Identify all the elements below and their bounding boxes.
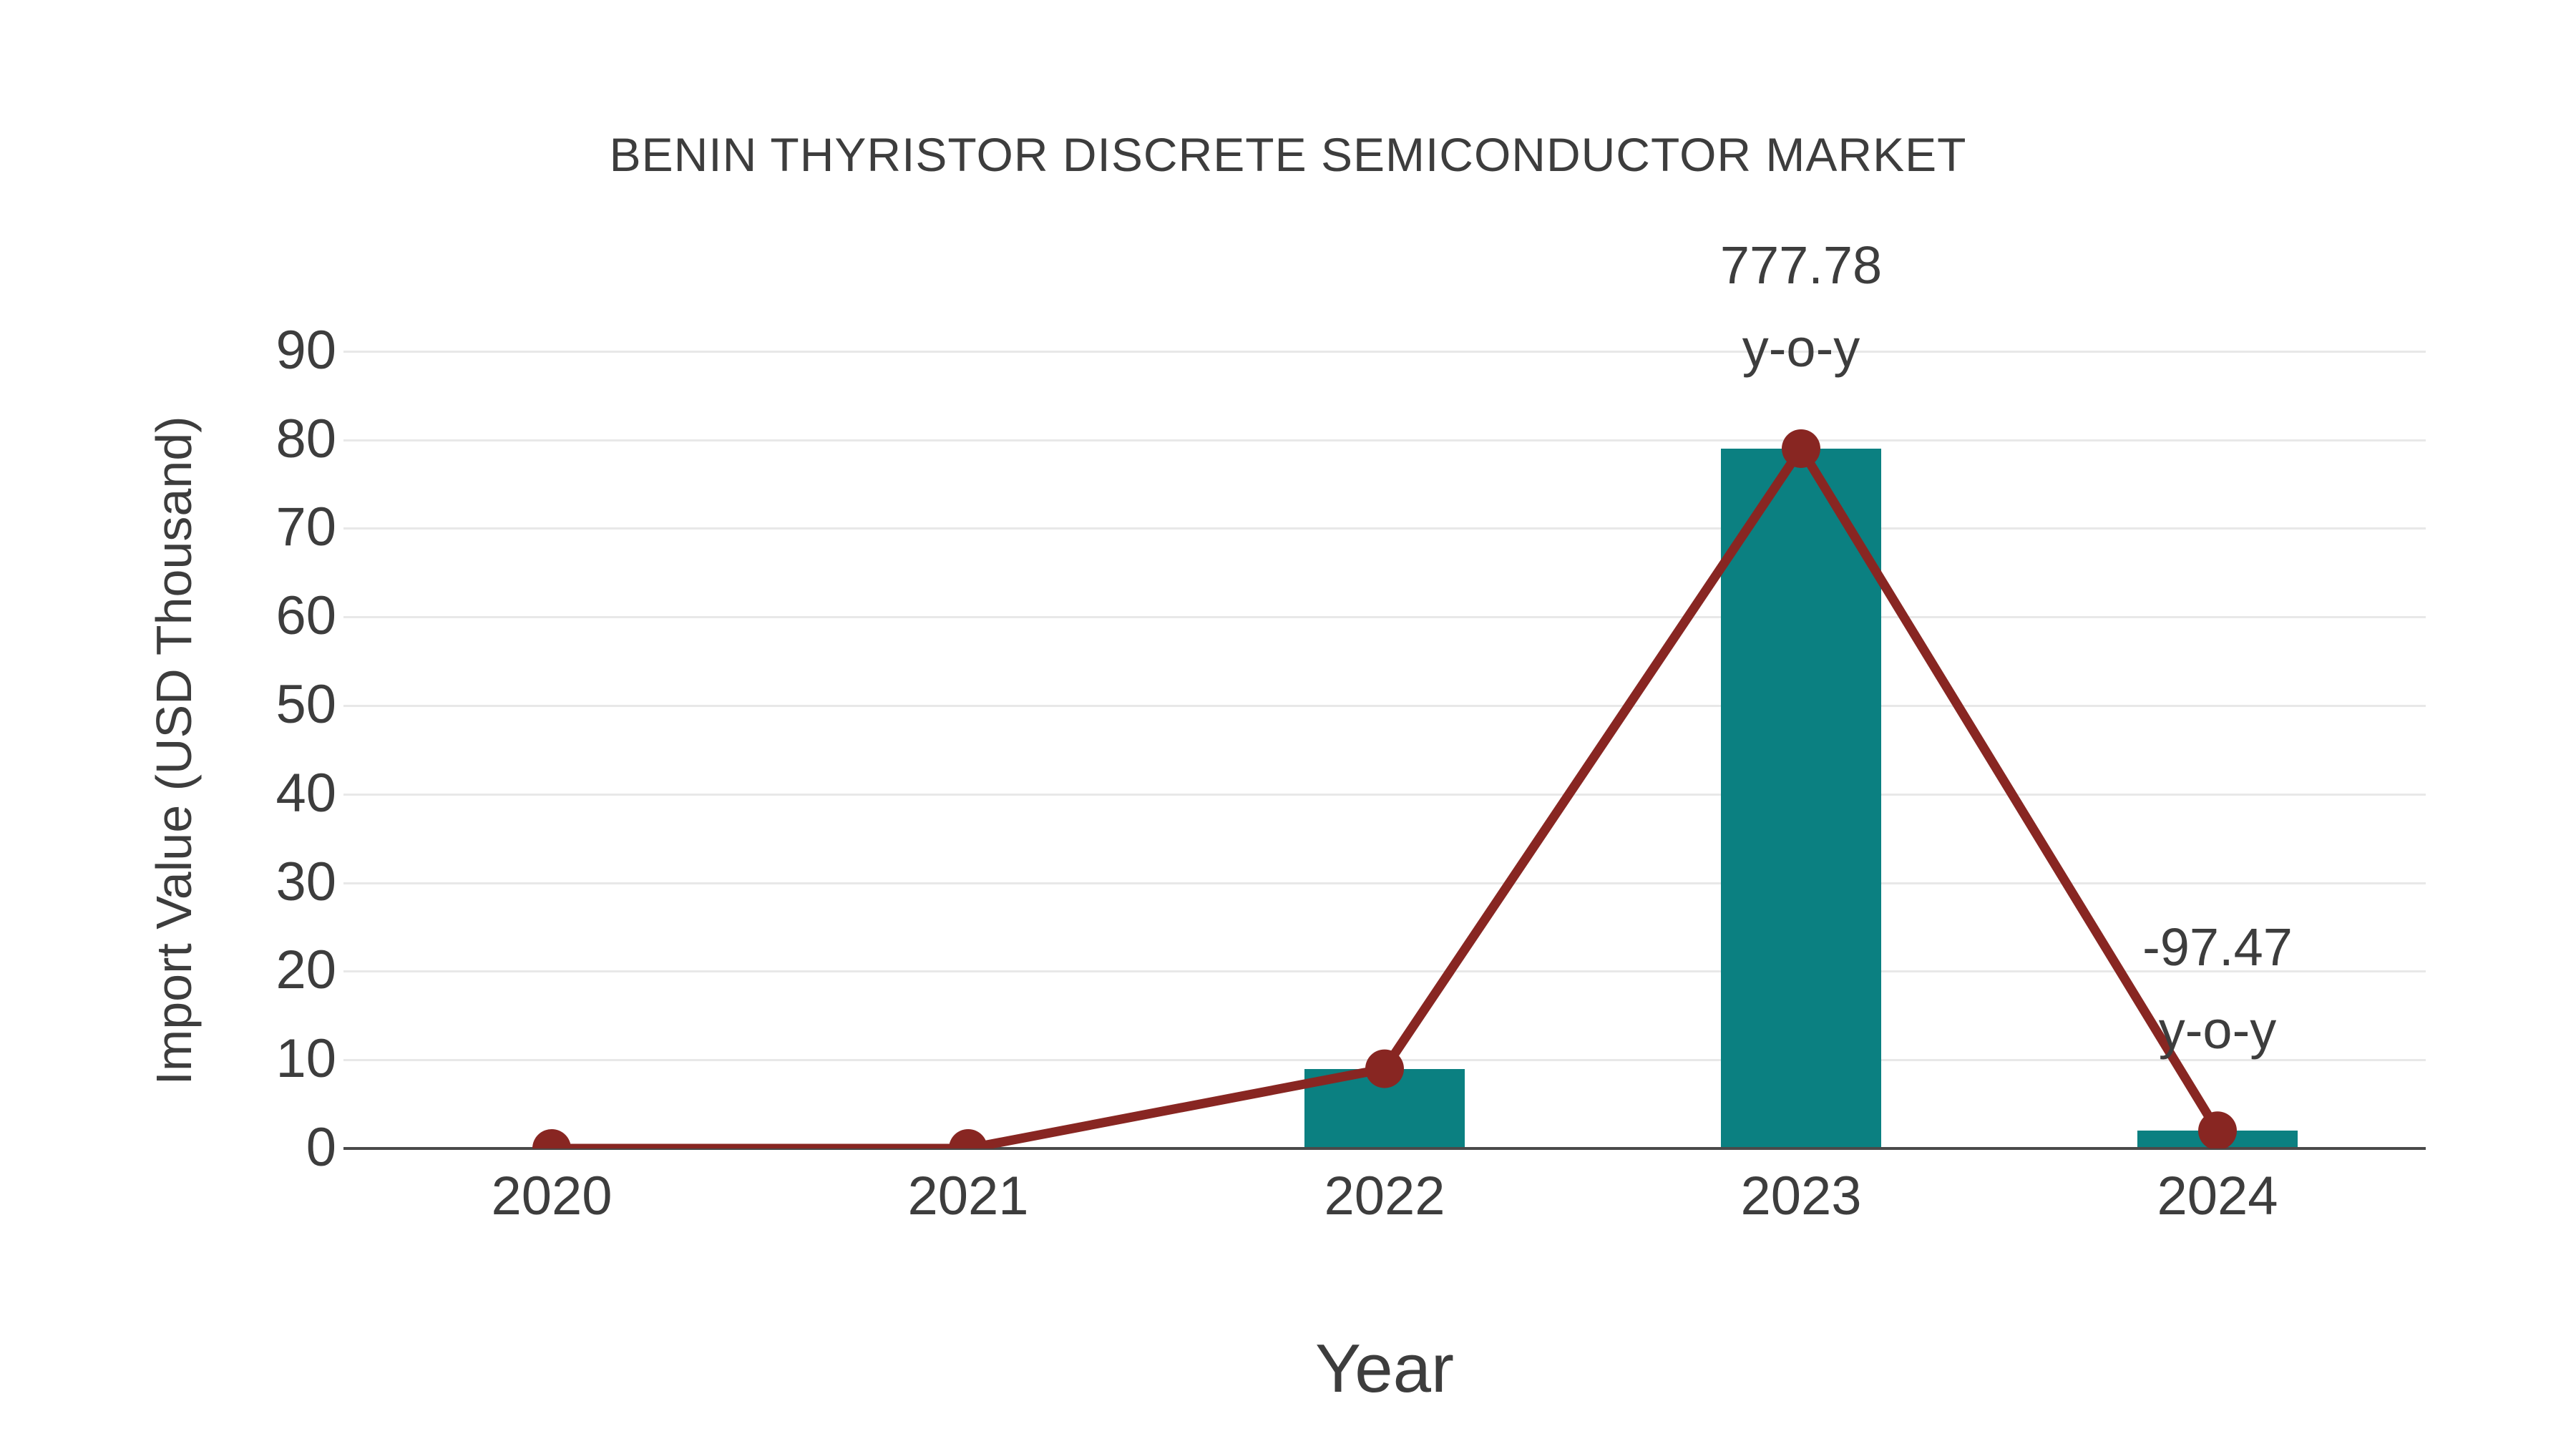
trend-line [552,444,2222,1148]
trend-line-svg [532,429,2237,1148]
gridline-40 [343,793,2426,796]
annotation-value: -97.47 [2142,917,2293,977]
bar-2023 [1721,449,1881,1148]
marker-2023 [1782,429,1820,468]
y-tick-label-90: 90 [275,319,336,381]
marker-2021 [949,1129,987,1148]
annotation-2024: -97.47 y-o-y [2142,906,2293,1072]
gridline-30 [343,882,2426,884]
x-axis-line [343,1147,2426,1150]
gridline-60 [343,616,2426,619]
gridline-90 [343,350,2426,353]
gridline-20 [343,970,2426,973]
annotation-value: 777.78 [1719,235,1883,295]
y-tick-label-30: 30 [275,851,336,912]
marker-2024 [2198,1111,2237,1148]
x-tick-label-2023: 2023 [1740,1166,1862,1226]
x-tick-label-2024: 2024 [2157,1166,2278,1226]
annotation-2023: 777.78 y-o-y [1720,224,1882,390]
x-tick-label-2020: 2020 [491,1166,613,1226]
gridline-80 [343,439,2426,441]
marker-2020 [532,1129,571,1148]
y-tick-label-80: 80 [275,408,336,469]
annotation-unit: y-o-y [2158,1000,2277,1060]
x-tick-label-2022: 2022 [1324,1166,1445,1226]
y-tick-label-60: 60 [275,585,336,646]
chart-title: BENIN THYRISTOR DISCRETE SEMICONDUCTOR M… [609,128,1967,181]
y-tick-label-10: 10 [275,1028,336,1089]
x-tick-label-2021: 2021 [907,1166,1029,1226]
y-tick-label-50: 50 [275,673,336,735]
y-tick-label-20: 20 [275,940,336,1001]
y-tick-label-40: 40 [275,762,336,824]
annotation-unit: y-o-y [1742,318,1860,378]
y-tick-label-70: 70 [275,497,336,558]
marker-2022 [1365,1049,1404,1088]
y-tick-label-0: 0 [306,1116,336,1178]
gridline-50 [343,705,2426,707]
x-axis-label: Year [1315,1330,1454,1407]
gridline-70 [343,527,2426,530]
